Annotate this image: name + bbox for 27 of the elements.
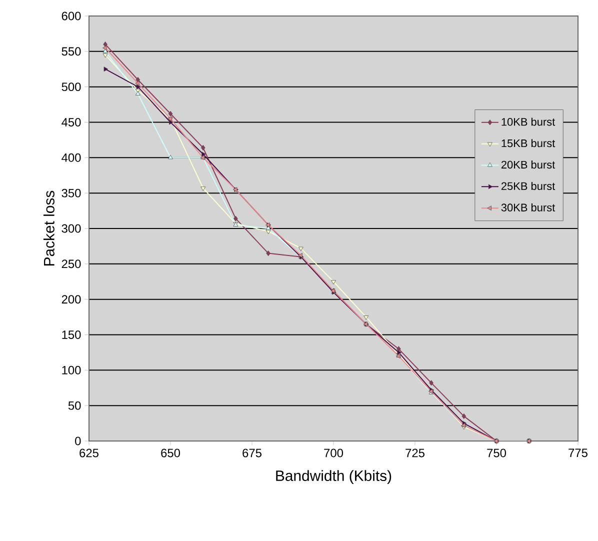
y-tick-label: 0 (75, 436, 81, 446)
x-tick-label: 675 (242, 448, 262, 458)
y-tick-label: 300 (62, 224, 81, 233)
y-tick-label: 200 (62, 295, 81, 304)
x-tick-label: 650 (161, 448, 180, 458)
legend-label: 20KB burst (501, 160, 556, 169)
y-tick-label: 250 (62, 260, 81, 268)
legend-label: 30KB burst (501, 203, 556, 212)
x-tick-label: 725 (406, 448, 424, 458)
y-tick-label: 450 (62, 118, 81, 126)
y-tick-label: 100 (62, 366, 81, 374)
x-tick-label: 700 (324, 448, 344, 458)
y-axis-title: Packet loss (43, 190, 54, 266)
y-tick-label: 600 (62, 12, 81, 20)
y-tick-label: 150 (62, 330, 81, 339)
legend-label: 15KB burst (502, 139, 556, 148)
y-tick-label: 400 (62, 153, 81, 162)
y-tick-label: 50 (68, 401, 81, 410)
y-tick-label: 500 (62, 82, 81, 92)
legend-label: 25KB burst (501, 182, 556, 190)
x-axis-title: Bandwidth (Kbits) (276, 470, 392, 484)
y-tick-label: 550 (62, 47, 81, 56)
x-tick-label: 625 (80, 448, 98, 458)
legend-label: 10KB burst (502, 118, 556, 126)
y-tick-label: 350 (62, 188, 81, 198)
x-tick-label: 750 (487, 448, 506, 458)
x-tick-label: 775 (568, 448, 588, 458)
